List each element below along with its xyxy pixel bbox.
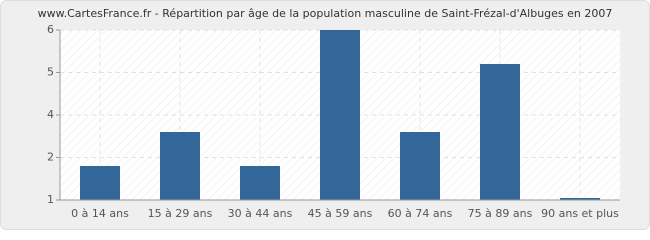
y-tick-label: 1 [47, 193, 54, 206]
bar [160, 132, 200, 200]
y-tick-label: 6 [47, 23, 54, 36]
bar [80, 166, 120, 200]
bar [320, 30, 360, 200]
x-tick-label: 75 à 89 ans [468, 207, 533, 220]
x-tick-label: 30 à 44 ans [228, 207, 293, 220]
chart: www.CartesFrance.fr - Répartition par âg… [0, 0, 650, 230]
bar [560, 198, 600, 200]
x-tick-label: 0 à 14 ans [71, 207, 129, 220]
chart-title: www.CartesFrance.fr - Répartition par âg… [38, 7, 613, 20]
y-tick-label: 4 [47, 108, 54, 121]
y-tick-label: 5 [47, 66, 54, 79]
bar [400, 132, 440, 200]
y-tick-label: 2 [47, 151, 54, 164]
x-tick-label: 45 à 59 ans [308, 207, 373, 220]
x-tick-label: 90 ans et plus [541, 207, 619, 220]
x-tick-label: 15 à 29 ans [148, 207, 213, 220]
bar [480, 64, 520, 200]
x-tick-label: 60 à 74 ans [388, 207, 453, 220]
bar [240, 166, 280, 200]
